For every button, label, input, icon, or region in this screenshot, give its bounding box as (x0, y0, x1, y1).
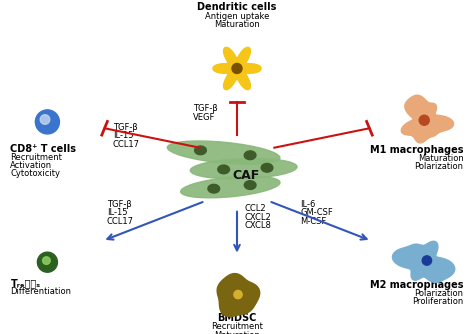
Text: CD8⁺ T cells: CD8⁺ T cells (10, 144, 76, 154)
Text: Polarization: Polarization (415, 289, 464, 298)
Ellipse shape (181, 176, 280, 198)
Ellipse shape (40, 115, 50, 124)
Ellipse shape (218, 165, 229, 174)
Text: Antigen uptake: Antigen uptake (205, 12, 269, 21)
Text: TGF-β: TGF-β (193, 104, 218, 113)
Text: GM-CSF: GM-CSF (300, 208, 333, 217)
Ellipse shape (208, 184, 219, 193)
Ellipse shape (419, 115, 429, 125)
Text: IL-6: IL-6 (300, 200, 315, 209)
Text: CCL2: CCL2 (244, 204, 266, 213)
Text: Cytotoxicity: Cytotoxicity (10, 169, 60, 178)
Text: VEGF: VEGF (193, 113, 216, 122)
Ellipse shape (195, 146, 206, 155)
Polygon shape (392, 241, 455, 283)
Text: CCL17: CCL17 (113, 140, 140, 149)
Text: IL-15: IL-15 (107, 208, 127, 217)
Ellipse shape (234, 290, 242, 299)
Ellipse shape (36, 110, 59, 134)
Ellipse shape (232, 63, 242, 73)
Text: IL-15: IL-15 (113, 132, 133, 140)
Text: Proliferation: Proliferation (412, 297, 464, 306)
Text: Maturation: Maturation (214, 20, 260, 29)
Text: M1 macrophages: M1 macrophages (370, 145, 464, 155)
Text: CCL17: CCL17 (107, 217, 134, 225)
Text: BMDSC: BMDSC (217, 313, 257, 323)
Text: CAF: CAF (233, 169, 260, 182)
Polygon shape (213, 47, 261, 90)
Text: Recruitment: Recruitment (10, 153, 62, 162)
Text: CXCL2: CXCL2 (244, 213, 271, 221)
Ellipse shape (43, 257, 50, 265)
Ellipse shape (244, 151, 256, 160)
Ellipse shape (190, 158, 297, 179)
Text: Differentiation: Differentiation (10, 287, 72, 296)
Text: Polarization: Polarization (415, 162, 464, 171)
Text: Dendritic cells: Dendritic cells (197, 2, 277, 12)
Text: Activation: Activation (10, 161, 53, 170)
Text: Recruitment: Recruitment (211, 322, 263, 331)
Ellipse shape (37, 252, 57, 272)
Polygon shape (401, 95, 454, 143)
Text: Tᵣₑᵲᵴₛ: Tᵣₑᵲᵴₛ (10, 278, 40, 288)
Ellipse shape (244, 181, 256, 189)
Text: Maturation: Maturation (418, 154, 464, 163)
Ellipse shape (422, 256, 432, 265)
Polygon shape (217, 274, 260, 317)
Text: M2 macrophages: M2 macrophages (370, 280, 464, 290)
Ellipse shape (167, 141, 280, 164)
Text: M-CSF: M-CSF (300, 217, 326, 225)
Ellipse shape (261, 163, 273, 172)
Text: TGF-β: TGF-β (107, 200, 131, 209)
Text: TGF-β: TGF-β (113, 123, 137, 132)
Text: Maturation: Maturation (214, 331, 260, 334)
Text: CXCL8: CXCL8 (244, 221, 271, 230)
